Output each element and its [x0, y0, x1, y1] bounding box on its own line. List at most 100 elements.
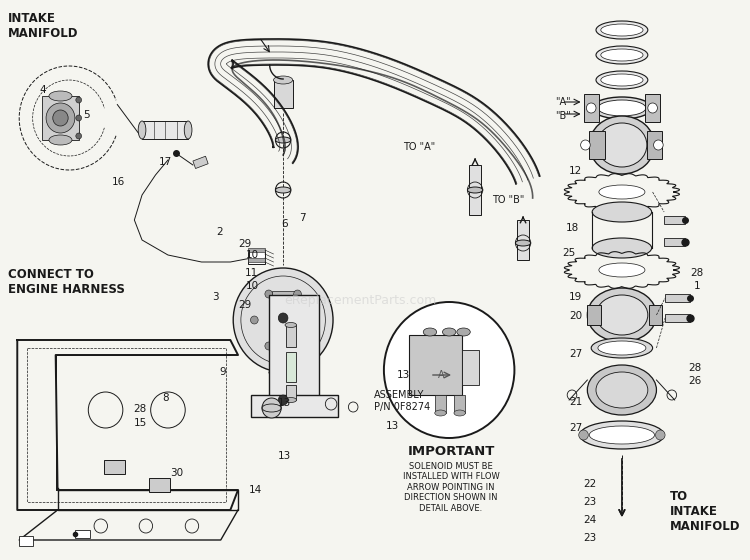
Text: 13: 13 [397, 370, 410, 380]
Text: 3: 3 [213, 292, 219, 302]
Ellipse shape [49, 135, 72, 145]
Text: 4: 4 [40, 85, 46, 95]
Circle shape [76, 115, 82, 121]
Text: ASSEMBLY
P/N 0F8274: ASSEMBLY P/N 0F8274 [374, 390, 430, 412]
Bar [193, 156, 208, 169]
Text: TO
INTAKE
MANIFOLD: TO INTAKE MANIFOLD [670, 490, 740, 533]
Text: 23: 23 [584, 497, 597, 507]
Text: 20: 20 [569, 311, 583, 321]
Ellipse shape [285, 398, 296, 403]
Circle shape [308, 316, 316, 324]
Ellipse shape [598, 185, 645, 199]
Text: TO "B": TO "B" [492, 195, 525, 205]
Circle shape [656, 430, 665, 440]
Circle shape [262, 398, 281, 418]
Ellipse shape [601, 49, 643, 61]
Ellipse shape [592, 238, 652, 258]
Text: 13: 13 [278, 451, 291, 461]
Text: 27: 27 [569, 349, 583, 359]
Text: 6: 6 [281, 219, 288, 229]
Bar [462, 350, 479, 385]
Bar [435, 395, 446, 413]
Ellipse shape [597, 123, 646, 167]
Text: 27: 27 [569, 423, 583, 433]
Ellipse shape [598, 100, 646, 116]
Ellipse shape [601, 24, 643, 36]
Ellipse shape [454, 410, 466, 416]
Bar [409, 335, 462, 395]
Ellipse shape [285, 323, 296, 328]
Bar [148, 478, 170, 492]
Bar [664, 216, 686, 224]
Circle shape [265, 342, 272, 350]
Text: INTAKE
MANIFOLD: INTAKE MANIFOLD [8, 12, 78, 40]
Ellipse shape [596, 46, 648, 64]
Ellipse shape [138, 121, 146, 139]
Text: 8: 8 [162, 393, 169, 403]
Bar [248, 250, 265, 264]
Bar [286, 352, 296, 382]
Circle shape [586, 103, 596, 113]
Bar [272, 291, 295, 309]
Text: 26: 26 [688, 376, 701, 386]
Bar [518, 220, 529, 260]
Circle shape [580, 140, 590, 150]
Text: 13: 13 [386, 421, 399, 431]
Circle shape [278, 313, 288, 323]
Circle shape [265, 290, 272, 298]
Text: 10: 10 [245, 250, 259, 260]
Text: SOLENOID MUST BE
INSTALLED WITH FLOW
ARROW POINTING IN
DIRECTION SHOWN IN
DETAIL: SOLENOID MUST BE INSTALLED WITH FLOW ARR… [403, 462, 500, 512]
Text: "B": "B" [555, 111, 571, 121]
Ellipse shape [598, 263, 645, 277]
Bar [20, 536, 33, 546]
Bar [251, 395, 338, 417]
Ellipse shape [590, 116, 655, 174]
Bar [665, 294, 690, 302]
Bar [42, 96, 79, 140]
Ellipse shape [467, 187, 483, 193]
Text: 30: 30 [170, 468, 183, 478]
Ellipse shape [435, 410, 446, 416]
Bar [584, 94, 598, 122]
Text: 15: 15 [134, 418, 147, 428]
Text: 10: 10 [245, 281, 259, 291]
Ellipse shape [596, 21, 648, 39]
Bar [272, 311, 295, 329]
Circle shape [384, 302, 514, 438]
Circle shape [76, 97, 82, 103]
Circle shape [53, 110, 68, 126]
Text: TO "A": TO "A" [403, 142, 435, 152]
Bar [142, 121, 188, 139]
Text: 24: 24 [584, 515, 597, 525]
Ellipse shape [423, 328, 436, 336]
Ellipse shape [590, 426, 655, 444]
Text: 13: 13 [278, 398, 291, 408]
Circle shape [46, 103, 75, 133]
Ellipse shape [592, 97, 652, 119]
Ellipse shape [275, 137, 291, 143]
Circle shape [648, 103, 658, 113]
Ellipse shape [442, 328, 456, 336]
Bar [248, 258, 265, 262]
Circle shape [233, 268, 333, 372]
Ellipse shape [274, 76, 292, 84]
Ellipse shape [596, 295, 648, 335]
Bar [454, 395, 466, 413]
Ellipse shape [587, 365, 656, 415]
Ellipse shape [49, 91, 72, 101]
Text: 22: 22 [584, 479, 597, 489]
Text: IMPORTANT: IMPORTANT [407, 445, 495, 458]
Text: 14: 14 [249, 485, 262, 495]
Text: 1: 1 [694, 281, 700, 291]
Ellipse shape [587, 288, 656, 342]
Bar [587, 305, 601, 325]
Circle shape [76, 133, 82, 139]
Bar [664, 238, 686, 246]
Text: 29: 29 [238, 300, 251, 310]
Bar [75, 530, 90, 538]
Ellipse shape [592, 202, 652, 222]
Text: "A": "A" [556, 97, 571, 107]
Text: 7: 7 [299, 213, 306, 223]
Text: 12: 12 [569, 166, 583, 176]
Bar [286, 385, 296, 400]
